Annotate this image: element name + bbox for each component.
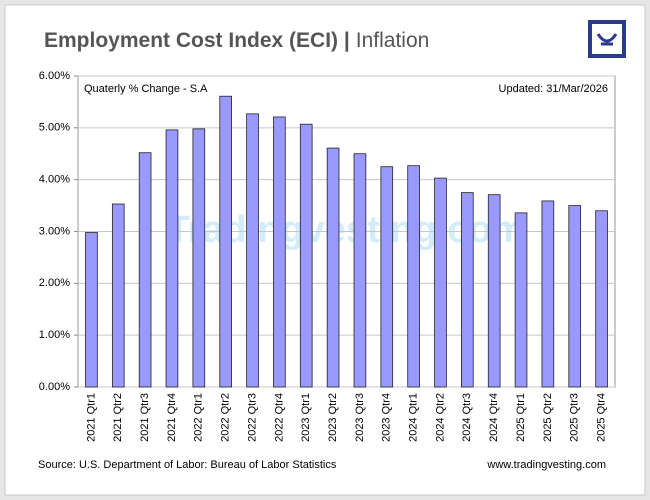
x-tick-label: 2021 Qtr4 [166, 393, 178, 442]
bar [299, 123, 313, 388]
x-tick-label: 2023 Qtr1 [300, 393, 312, 442]
logo-mark [596, 33, 618, 46]
bar [541, 200, 555, 388]
bar [85, 232, 98, 388]
bar [326, 147, 340, 388]
y-tick-label: 6.00% [39, 70, 70, 82]
x-tick-label: 2024 Qtr3 [461, 393, 473, 442]
logo [588, 20, 626, 58]
x-tick-label: 2022 Qtr3 [246, 393, 258, 442]
y-tick-label: 2.00% [39, 277, 70, 289]
x-tick-label: 2021 Qtr3 [139, 393, 151, 442]
website: www.tradingvesting.com [486, 459, 606, 471]
x-tick-label: 2025 Qtr4 [595, 393, 607, 442]
bar [568, 205, 582, 388]
bar [514, 212, 528, 388]
bar [595, 210, 608, 388]
bar [165, 129, 179, 388]
x-tick-label: 2024 Qtr2 [434, 393, 446, 442]
chart-subtitle: Inflation [356, 29, 430, 52]
bar [380, 166, 394, 388]
x-tick-label: 2021 Qtr1 [85, 393, 97, 442]
x-tick-label: 2022 Qtr2 [220, 393, 232, 442]
bar [434, 177, 447, 388]
bar [487, 194, 501, 388]
bar [461, 192, 474, 388]
x-tick-label: 2022 Qtr4 [273, 393, 285, 442]
x-tick-label: 2024 Qtr1 [408, 393, 420, 442]
x-tick-label: 2025 Qtr3 [569, 393, 581, 442]
bar [353, 153, 367, 388]
x-tick-label: 2025 Qtr2 [542, 393, 554, 442]
annotation: Updated: 31/Mar/2026 [499, 83, 608, 95]
x-tick-label: 2024 Qtr4 [488, 393, 500, 442]
y-tick-label: 4.00% [39, 174, 70, 186]
bar [407, 165, 420, 388]
source: Source: U.S. Department of Labor: Bureau… [38, 459, 337, 471]
x-tick-label: 2023 Qtr4 [381, 393, 393, 442]
bar [246, 113, 259, 388]
x-tick-label: 2022 Qtr1 [193, 393, 205, 442]
x-tick-label: 2023 Qtr3 [354, 393, 366, 442]
y-tick-label: 5.00% [39, 122, 70, 134]
bar [219, 95, 232, 388]
x-tick-label: 2023 Qtr2 [327, 393, 339, 442]
annotation: Quaterly % Change - S.A [84, 83, 208, 95]
x-tick-label: 2021 Qtr2 [112, 393, 124, 442]
bar [111, 203, 125, 388]
chart-title-group: Employment Cost Index (ECI) | Inflation [44, 29, 429, 52]
bar [192, 128, 206, 388]
y-tick-label: 3.00% [39, 225, 70, 237]
y-tick-label: 1.00% [39, 329, 70, 341]
x-tick-label: 2025 Qtr1 [515, 393, 527, 442]
y-tick-label: 0.00% [39, 381, 70, 393]
chart-title: Employment Cost Index (ECI) | [44, 29, 350, 52]
bar [138, 152, 152, 388]
logo-inner [592, 24, 622, 54]
bar [273, 116, 286, 388]
